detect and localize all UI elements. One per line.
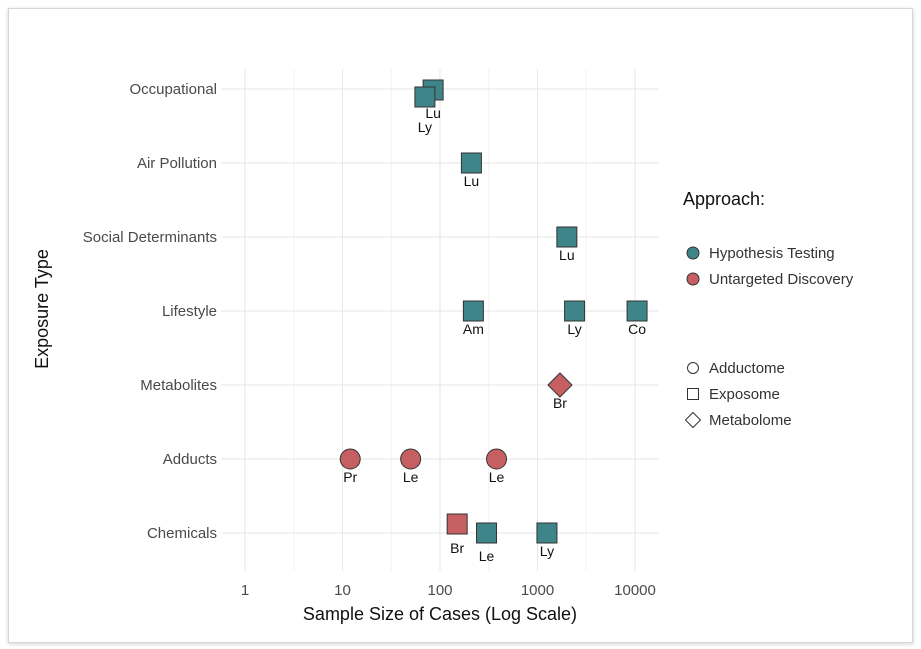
legend-shape-label: Adductome <box>709 360 785 377</box>
y-tick-label-occupational: Occupational <box>129 81 217 98</box>
x-tick-label-1: 1 <box>241 582 249 599</box>
marker-diamond <box>547 372 573 398</box>
point-label: Ly <box>567 321 581 337</box>
x-tick-label-100: 100 <box>427 582 452 599</box>
legend-approach-label: Hypothesis Testing <box>709 245 835 262</box>
x-tick-label-10: 10 <box>334 582 351 599</box>
legend-shape-label: Metabolome <box>709 412 792 429</box>
y-tick-label-social-determinants: Social Determinants <box>83 229 217 246</box>
legend-shape-items: Adductome Exposome Metabolome <box>684 360 792 429</box>
marker-circle <box>339 448 361 470</box>
legend-shape-exposome: Exposome <box>687 386 780 403</box>
grid-lines <box>221 69 659 571</box>
x-axis-title: Sample Size of Cases (Log Scale) <box>303 604 577 624</box>
legend-shape-swatch <box>687 388 699 400</box>
point-lifestyle-co-6: Co <box>626 300 648 337</box>
y-tick-labels: Occupational Air Pollution Social Determin… <box>83 81 217 542</box>
point-label: Le <box>403 469 419 485</box>
point-lifestyle-am-4: Am <box>462 300 484 337</box>
marker-square <box>556 226 578 248</box>
point-label: Le <box>489 469 505 485</box>
y-tick-label-lifestyle: Lifestyle <box>162 303 217 320</box>
point-chemicals-le-12: Le <box>476 522 498 564</box>
x-tick-labels: 1 10 100 1000 10000 <box>241 582 656 599</box>
point-label: Co <box>628 321 646 337</box>
marker-square <box>414 86 436 108</box>
x-tick-label-10000: 10000 <box>614 582 656 599</box>
legend-approach-hypothesis-testing: Hypothesis Testing <box>686 245 835 262</box>
legend-shape-label: Exposome <box>709 386 780 403</box>
point-label: Br <box>553 395 567 411</box>
point-adducts-le-10: Le <box>486 448 508 485</box>
point-label: Br <box>450 540 464 556</box>
legend-approach-title: Approach: <box>683 189 765 209</box>
marker-circle <box>400 448 422 470</box>
legend-shape-metabolome: Metabolome <box>684 411 792 429</box>
point-label: Ly <box>540 543 554 559</box>
point-adducts-le-9: Le <box>400 448 422 485</box>
legend-shape-swatch <box>684 411 702 429</box>
marker-square <box>476 522 498 544</box>
point-chemicals-br-11: Br <box>446 513 468 556</box>
point-adducts-pr-8: Pr <box>339 448 361 485</box>
scatter-chart: Occupational Air Pollution Social Determin… <box>32 69 854 624</box>
point-label: Le <box>479 548 495 564</box>
point-label: Lu <box>425 105 441 121</box>
chart-frame: Occupational Air Pollution Social Determin… <box>8 8 913 643</box>
point-label: Pr <box>343 469 357 485</box>
legend-shape-swatch <box>687 362 699 374</box>
legend-color-swatch <box>686 272 700 286</box>
marker-square <box>536 522 558 544</box>
point-metabolites-br-7: Br <box>547 372 573 411</box>
legend-shape-adductome: Adductome <box>687 360 785 377</box>
y-tick-label-chemicals: Chemicals <box>147 525 217 542</box>
marker-circle <box>486 448 508 470</box>
legend-approach-items: Hypothesis Testing Untargeted Discovery <box>686 245 854 288</box>
legend-color-swatch <box>686 246 700 260</box>
y-axis-title: Exposure Type <box>32 249 52 369</box>
point-label: Am <box>463 321 484 337</box>
point-label: Lu <box>464 173 480 189</box>
point-label: Ly <box>418 119 432 135</box>
point-lifestyle-ly-5: Ly <box>564 300 586 337</box>
point-occupational-ly-1: Ly <box>414 86 436 135</box>
point-chemicals-ly-13: Ly <box>536 522 558 559</box>
y-tick-label-metabolites: Metabolites <box>140 377 217 394</box>
legend: Approach: Hypothesis Testing Untargeted D… <box>683 189 854 429</box>
y-tick-label-adducts: Adducts <box>163 451 217 468</box>
x-tick-label-1000: 1000 <box>521 582 554 599</box>
marker-square <box>462 300 484 322</box>
point-label: Lu <box>559 247 575 263</box>
marker-square <box>460 152 482 174</box>
marker-square <box>446 513 468 535</box>
point-social-determinants-lu-3: Lu <box>556 226 578 263</box>
marker-square <box>626 300 648 322</box>
legend-approach-untargeted-discovery: Untargeted Discovery <box>686 271 854 288</box>
y-tick-label-air-pollution: Air Pollution <box>137 155 217 172</box>
marker-square <box>564 300 586 322</box>
point-air-pollution-lu-2: Lu <box>460 152 482 189</box>
legend-approach-label: Untargeted Discovery <box>709 271 854 288</box>
